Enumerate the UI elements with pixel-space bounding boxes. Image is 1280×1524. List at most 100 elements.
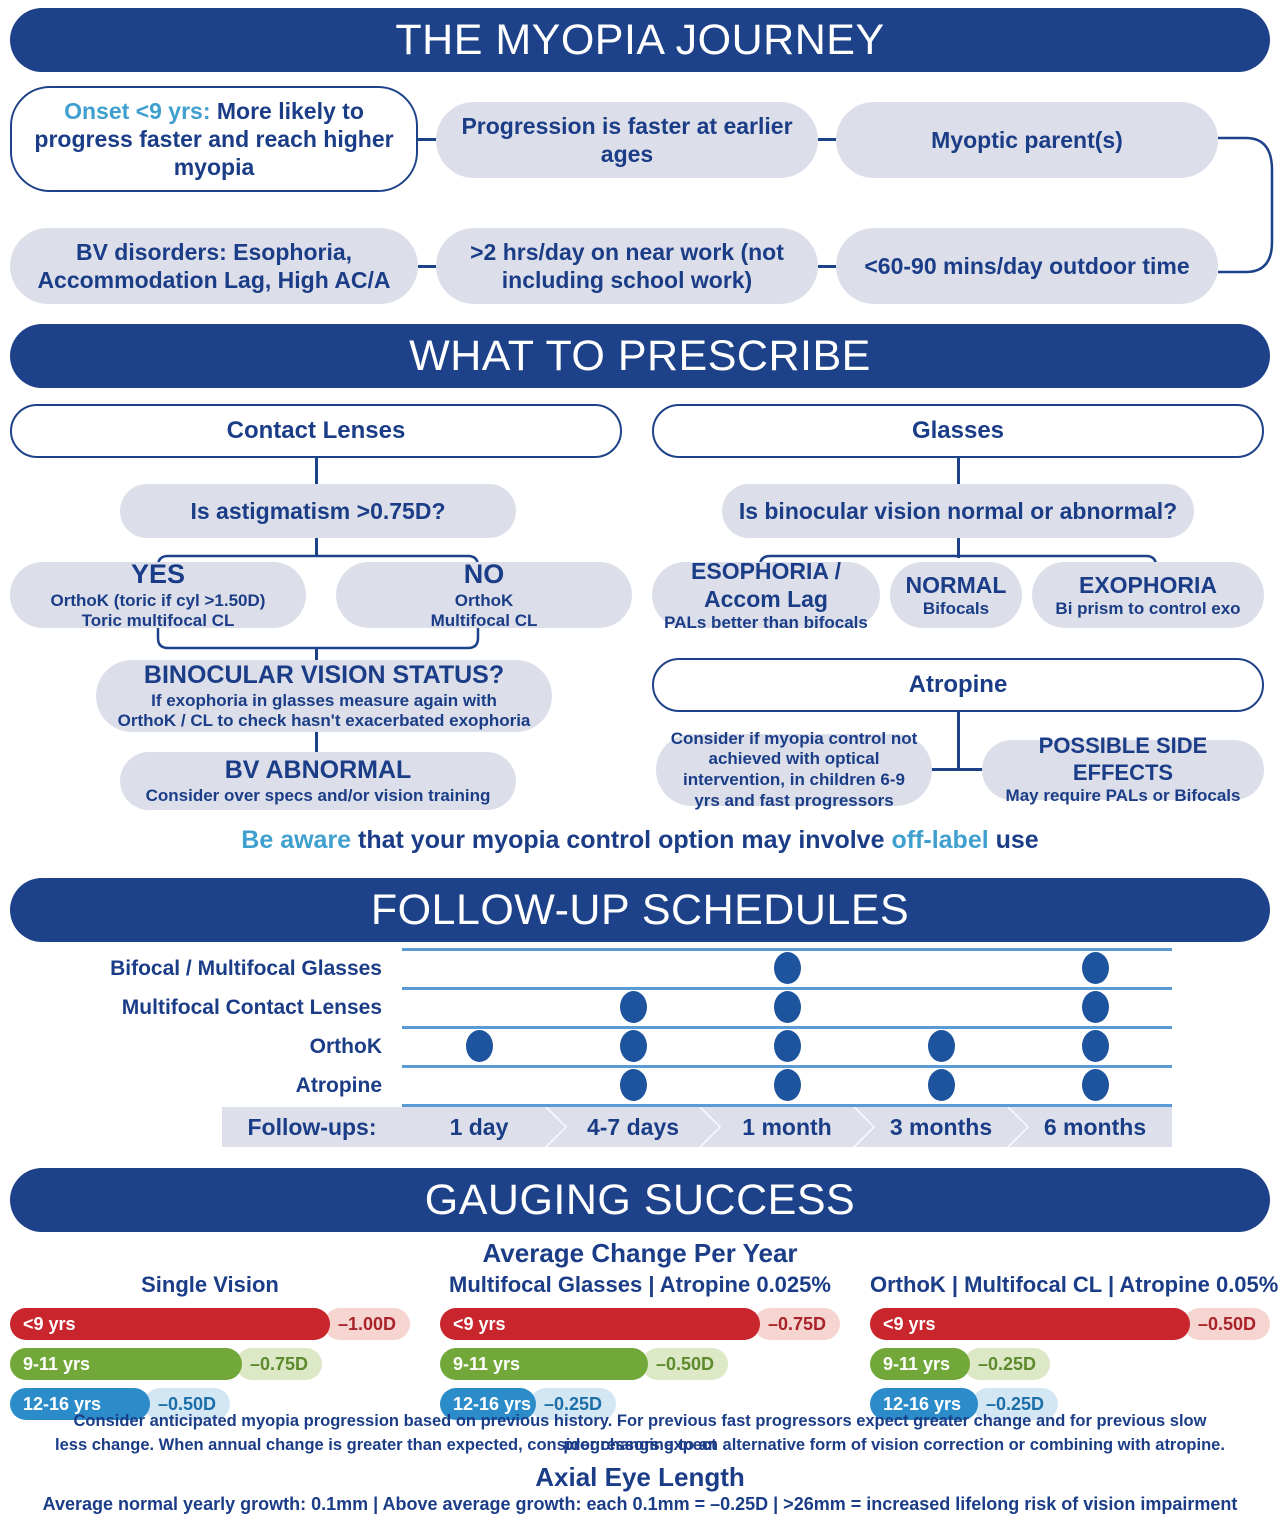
- box-yes: YES OrthoK (toric if cyl >1.50D) Toric m…: [10, 559, 306, 630]
- gauging-age-label: <9 yrs: [453, 1313, 506, 1334]
- box-bv-status-line2: OrthoK / CL to check hasn't exacerbated …: [117, 711, 531, 731]
- followups-column-header[interactable]: 1 month: [699, 1107, 864, 1147]
- box-atropine-side-effects: POSSIBLE SIDE EFFECTS May require PALs o…: [982, 733, 1264, 805]
- box-contact-lenses-label: Contact Lenses: [226, 417, 406, 445]
- connector-onset-progression: [418, 138, 436, 141]
- box-onset: Onset <9 yrs: More likely to progress fa…: [10, 86, 418, 192]
- box-esophoria: ESOPHORIA / Accom Lag PALs better than b…: [652, 558, 880, 632]
- followups-strip-label: Follow-ups:: [247, 1113, 377, 1140]
- connector-binocular-down: [957, 538, 960, 558]
- connector-bv-nearwork: [418, 265, 436, 268]
- box-bv-status-head: BINOCULAR VISION STATUS?: [143, 661, 505, 690]
- box-esophoria-head: ESOPHORIA / Accom Lag: [691, 557, 841, 612]
- box-no-line1: OrthoK: [454, 590, 514, 610]
- footnote-end: use: [988, 826, 1039, 854]
- box-glasses-root: Glasses: [652, 404, 1264, 458]
- gauging-age-bar: 9-11 yrs: [440, 1348, 648, 1380]
- followups-column-header[interactable]: 1 day: [449, 1113, 509, 1140]
- prescribe-footnote: Be aware that your myopia control option…: [0, 826, 1280, 855]
- gauging-age-bar: <9 yrs: [870, 1308, 1190, 1340]
- box-outdoor-time: <60-90 mins/day outdoor time: [836, 228, 1218, 304]
- box-no-head: NO: [463, 558, 505, 589]
- footnote-mid: that your myopia control option may invo…: [351, 826, 892, 854]
- box-onset-rest: More likely to progress faster and reach…: [34, 97, 394, 181]
- connector-yes-no-bracket: [156, 554, 480, 578]
- connector-atropine-right: [957, 768, 985, 771]
- followups-rule: [402, 1065, 1172, 1068]
- box-glasses-label: Glasses: [911, 417, 1005, 445]
- journey-title: THE MYOPIA JOURNEY: [395, 15, 885, 64]
- connector-glasses-options-bracket: [758, 554, 1158, 578]
- followups-column-header[interactable]: 3 months: [853, 1107, 1018, 1147]
- followups-dot: [927, 1029, 955, 1062]
- followups-row-label: OrthoK: [309, 1035, 382, 1058]
- gauging-age-label: 12-16 yrs: [883, 1393, 962, 1414]
- box-outdoor-time-text: <60-90 mins/day outdoor time: [864, 252, 1190, 279]
- gauging-age-bar: 12-16 yrs: [440, 1388, 536, 1420]
- connector-wrap-curve: [1218, 136, 1274, 274]
- connector-atropine-left: [930, 768, 958, 771]
- box-esophoria-sub: PALs better than bifocals: [664, 612, 868, 632]
- box-no: NO OrthoK Multifocal CL: [336, 559, 632, 630]
- gauging-age-bar: <9 yrs: [10, 1308, 330, 1340]
- box-binocular-question: Is binocular vision normal or abnormal?: [722, 484, 1194, 538]
- box-binocular-question-text: Is binocular vision normal or abnormal?: [738, 497, 1178, 524]
- followups-dot: [1081, 990, 1109, 1023]
- box-exophoria-sub: Bi prism to control exo: [1055, 598, 1241, 618]
- box-exophoria-head: EXOPHORIA: [1078, 571, 1218, 598]
- box-near-work-text: >2 hrs/day on near work (not including s…: [470, 238, 784, 293]
- connector-bvstatus-to-abnormal: [315, 732, 318, 752]
- box-bv-disorders: BV disorders: Esophoria, Accommodation L…: [10, 228, 418, 304]
- followups-dot: [773, 951, 801, 984]
- connector-progression-parents: [818, 138, 836, 141]
- box-near-work: >2 hrs/day on near work (not including s…: [436, 228, 818, 304]
- followups-rule: [402, 987, 1172, 990]
- box-exophoria: EXOPHORIA Bi prism to control exo: [1032, 562, 1264, 628]
- box-no-line2: Multifocal CL: [430, 611, 538, 631]
- gauging-value-pill: –0.25D: [964, 1348, 1050, 1380]
- gauging-age-label: 12-16 yrs: [23, 1393, 102, 1414]
- followups-rule: [402, 1026, 1172, 1029]
- followups-dot: [773, 1068, 801, 1101]
- gauging-title: GAUGING SUCCESS: [424, 1175, 856, 1224]
- connector-nearwork-outdoor: [818, 265, 836, 268]
- axial-eye-length-sub: Average normal yearly growth: 0.1mm | Ab…: [42, 1494, 1238, 1514]
- followups-dot: [619, 1068, 647, 1101]
- gauging-age-label: <9 yrs: [23, 1313, 76, 1334]
- box-astigmatism-question: Is astigmatism >0.75D?: [120, 484, 516, 538]
- box-onset-accent: Onset <9 yrs:: [64, 97, 211, 124]
- gauging-column-title: OrthoK | Multifocal CL | Atropine 0.05%: [870, 1272, 1279, 1297]
- footnote-accent-be-aware: Be aware: [241, 826, 352, 854]
- followups-row-label: Bifocal / Multifocal Glasses: [110, 957, 382, 980]
- gauging-value-pill: –1.00D: [324, 1308, 410, 1340]
- box-atropine-consider-text: Consider if myopia control not achieved …: [670, 728, 918, 810]
- box-bv-disorders-text: BV disorders: Esophoria, Accommodation L…: [37, 238, 391, 293]
- box-yes-line2: Toric multifocal CL: [81, 611, 235, 631]
- followups-dot: [619, 990, 647, 1023]
- followups-dot: [773, 990, 801, 1023]
- gauging-value-pill: –0.25D: [530, 1388, 616, 1420]
- followups-dot: [619, 1029, 647, 1062]
- box-bv-status: BINOCULAR VISION STATUS? If exophoria in…: [96, 660, 552, 732]
- connector-question-down: [315, 538, 318, 556]
- connector-glasses-to-question: [957, 458, 960, 484]
- section-header-journey: THE MYOPIA JOURNEY: [10, 8, 1270, 72]
- box-normal-sub: Bifocals: [922, 598, 990, 618]
- gauging-age-bar: 12-16 yrs: [10, 1388, 150, 1420]
- box-yes-line1: OrthoK (toric if cyl >1.50D): [50, 590, 266, 610]
- box-bv-abnormal-line1: Consider over specs and/or vision traini…: [145, 785, 491, 805]
- connector-yes-no-merge: [156, 628, 480, 650]
- followups-title: FOLLOW-UP SCHEDULES: [370, 885, 910, 934]
- gauging-age-label: 9-11 yrs: [23, 1353, 91, 1374]
- box-side-effects-sub: May require PALs or Bifocals: [1005, 786, 1241, 806]
- followups-row-label: Multifocal Contact Lenses: [121, 996, 382, 1019]
- gauging-column-title: Single Vision: [141, 1272, 279, 1297]
- followups-column-header[interactable]: 6 months: [1007, 1107, 1172, 1147]
- gauging-age-label: 9-11 yrs: [883, 1353, 951, 1374]
- followups-column-header[interactable]: 4-7 days: [545, 1107, 710, 1147]
- gauging-age-bar: 9-11 yrs: [870, 1348, 970, 1380]
- followups-dot: [1081, 1029, 1109, 1062]
- followups-rule: [402, 1104, 1172, 1107]
- box-myoptic-parents-text: Myoptic parent(s): [931, 126, 1123, 153]
